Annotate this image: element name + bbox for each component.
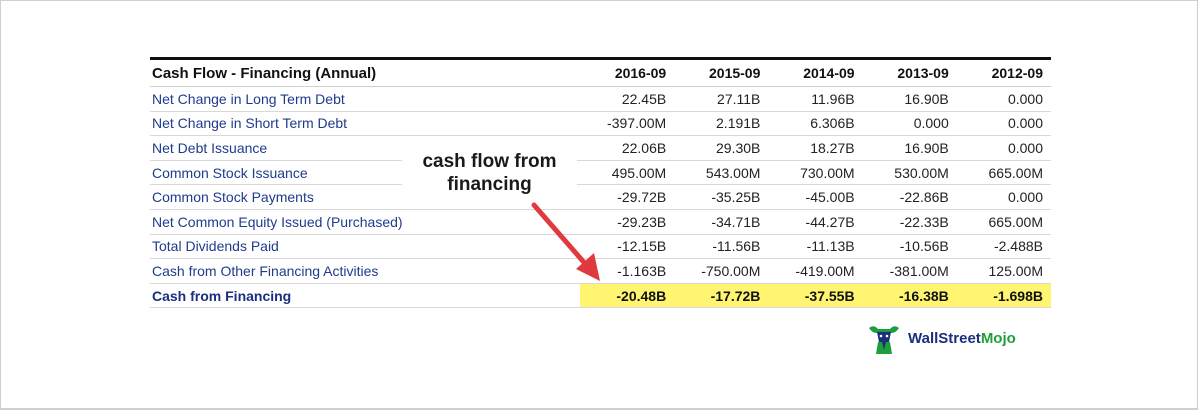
cell-value: -2.488B (956, 234, 1051, 260)
column-header: 2013-09 (862, 58, 957, 87)
cell-value: 11.96B (768, 86, 863, 112)
cell-value: -397.00M (580, 111, 675, 137)
logo-word-wall: Wall (908, 329, 939, 347)
cell-value: -750.00M (674, 258, 769, 284)
cell-value: -11.13B (768, 234, 863, 260)
cell-value: 125.00M (956, 258, 1051, 284)
bull-mascot-icon (869, 326, 899, 354)
row-label-link[interactable]: Net Common Equity Issued (Purchased) (150, 209, 581, 235)
highlighted-total-value: -16.38B (862, 283, 957, 309)
financing-table-container: Cash Flow - Financing (Annual) 2016-09 2… (150, 57, 1051, 309)
wallstreetmojo-logo: WallStreetMojo (866, 318, 1016, 358)
cell-value: 530.00M (862, 160, 957, 186)
logo-wordmark: WallStreetMojo (908, 330, 1016, 347)
cell-value: 16.90B (862, 86, 957, 112)
total-row: Cash from Financing -20.48B -17.72B -37.… (150, 283, 1051, 309)
red-arrow-icon (531, 202, 600, 281)
callout-line-2: financing (447, 174, 532, 195)
table-row: Net Change in Long Term Debt 22.45B 27.1… (150, 86, 1051, 112)
logo-word-street: Street (938, 329, 981, 347)
cell-value: -34.71B (674, 209, 769, 235)
callout-annotation: cash flow from financing (402, 150, 577, 196)
header-row: Cash Flow - Financing (Annual) 2016-09 2… (150, 58, 1051, 87)
cell-value: 0.000 (862, 111, 957, 137)
row-label-link[interactable]: Total Dividends Paid (150, 234, 581, 260)
cell-value: -12.15B (580, 234, 675, 260)
logo-word-mojo: Mojo (980, 329, 1016, 347)
column-header: 2014-09 (768, 58, 863, 87)
highlighted-total-value: -1.698B (956, 283, 1051, 309)
highlighted-total-value: -37.55B (768, 283, 863, 309)
cell-value: -29.72B (580, 184, 675, 210)
row-label-link[interactable]: Net Change in Long Term Debt (150, 86, 581, 112)
cell-value: -11.56B (674, 234, 769, 260)
cell-value: 6.306B (768, 111, 863, 137)
cell-value: -22.33B (862, 209, 957, 235)
table-row: Total Dividends Paid -12.15B -11.56B -11… (150, 234, 1051, 260)
cell-value: -1.163B (580, 258, 675, 284)
cell-value: -35.25B (674, 184, 769, 210)
cell-value: 22.06B (580, 135, 675, 161)
cell-value: 665.00M (956, 160, 1051, 186)
row-label-link[interactable]: Net Change in Short Term Debt (150, 111, 581, 137)
table-row: Net Change in Short Term Debt -397.00M 2… (150, 111, 1051, 137)
cell-value: -419.00M (768, 258, 863, 284)
cash-flow-financing-table: Cash Flow - Financing (Annual) 2016-09 2… (150, 57, 1051, 309)
table-row: Common Stock Payments -29.72B -35.25B -4… (150, 184, 1051, 210)
column-header: 2016-09 (580, 58, 675, 87)
cell-value: -381.00M (862, 258, 957, 284)
table-row: Net Common Equity Issued (Purchased) -29… (150, 209, 1051, 235)
cell-value: -22.86B (862, 184, 957, 210)
cell-value: 543.00M (674, 160, 769, 186)
cell-value: 495.00M (580, 160, 675, 186)
cell-value: 665.00M (956, 209, 1051, 235)
cell-value: 27.11B (674, 86, 769, 112)
table-row: Net Debt Issuance 22.06B 29.30B 18.27B 1… (150, 135, 1051, 161)
cell-value: -10.56B (862, 234, 957, 260)
column-header: 2015-09 (674, 58, 769, 87)
cell-value: 0.000 (956, 111, 1051, 137)
table-row: Common Stock Issuance 495.00M 543.00M 73… (150, 160, 1051, 186)
table-row: Cash from Other Financing Activities -1.… (150, 258, 1051, 284)
callout-line-1: cash flow from (422, 151, 557, 172)
cell-value: 0.000 (956, 86, 1051, 112)
cell-value: 29.30B (674, 135, 769, 161)
cell-value: -44.27B (768, 209, 863, 235)
cell-value: 730.00M (768, 160, 863, 186)
cell-value: 22.45B (580, 86, 675, 112)
cell-value: -29.23B (580, 209, 675, 235)
highlighted-total-value: -17.72B (674, 283, 769, 309)
highlighted-total-value: -20.48B (580, 283, 675, 309)
table-title: Cash Flow - Financing (Annual) (150, 58, 581, 87)
cell-value: 0.000 (956, 184, 1051, 210)
cell-value: 18.27B (768, 135, 863, 161)
cell-value: 0.000 (956, 135, 1051, 161)
row-label-link[interactable]: Cash from Other Financing Activities (150, 258, 581, 284)
column-header: 2012-09 (956, 58, 1051, 87)
cell-value: 16.90B (862, 135, 957, 161)
cell-value: 2.191B (674, 111, 769, 137)
cell-value: -45.00B (768, 184, 863, 210)
total-row-label-link[interactable]: Cash from Financing (150, 283, 581, 309)
